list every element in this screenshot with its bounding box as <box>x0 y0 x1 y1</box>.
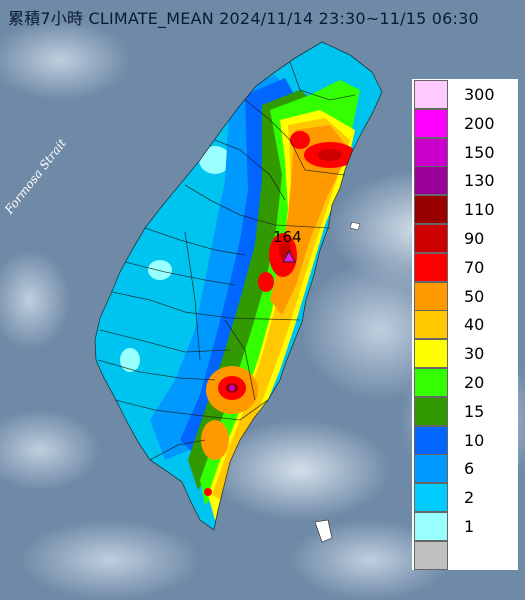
legend-swatch <box>414 137 448 167</box>
green-island <box>314 519 333 543</box>
peak-marker-icon <box>282 249 296 263</box>
legend-label: 300 <box>464 85 495 104</box>
legend-label: 6 <box>464 459 475 479</box>
legend-label: 15 <box>464 401 485 421</box>
legend-swatch <box>414 80 448 109</box>
legend-swatch <box>414 540 448 570</box>
legend-swatch <box>414 368 448 397</box>
legend-swatch <box>414 310 448 340</box>
legend-label: 200 <box>464 113 495 133</box>
legend-label: 1 <box>464 517 475 536</box>
legend-label: 110 <box>464 200 495 220</box>
legend-label: 130 <box>464 171 495 191</box>
legend-label: 70 <box>464 257 485 277</box>
legend-swatch <box>414 425 448 455</box>
legend-swatch <box>414 252 448 282</box>
legend-swatch <box>414 454 448 484</box>
map-title: 累積7小時 CLIMATE_MEAN 2024/11/14 23:30~11/1… <box>8 9 479 28</box>
peak-value-label: 164 <box>273 228 302 246</box>
legend-swatch <box>414 224 448 253</box>
legend-label: 50 <box>464 286 485 306</box>
legend-label: 90 <box>464 229 485 248</box>
legend-swatch <box>414 339 448 369</box>
legend-label: 30 <box>464 344 485 364</box>
legend-label: 150 <box>464 142 495 162</box>
legend-swatch <box>414 512 448 541</box>
legend-swatch <box>414 195 448 225</box>
legend-swatch <box>414 483 448 513</box>
legend-swatch <box>414 108 448 138</box>
turtle-island <box>349 221 361 231</box>
taiwan-island <box>94 41 383 531</box>
legend-label: 10 <box>464 430 485 450</box>
legend-swatch <box>414 166 448 196</box>
legend-swatch <box>414 281 448 311</box>
legend-label: 20 <box>464 373 485 392</box>
legend-label: 2 <box>464 488 475 508</box>
legend-label: 40 <box>464 315 485 335</box>
rainfall-legend: 300 200 150 130 110 90 70 50 40 30 20 15 10 6 2 1 <box>412 79 518 570</box>
legend-swatch <box>414 396 448 426</box>
